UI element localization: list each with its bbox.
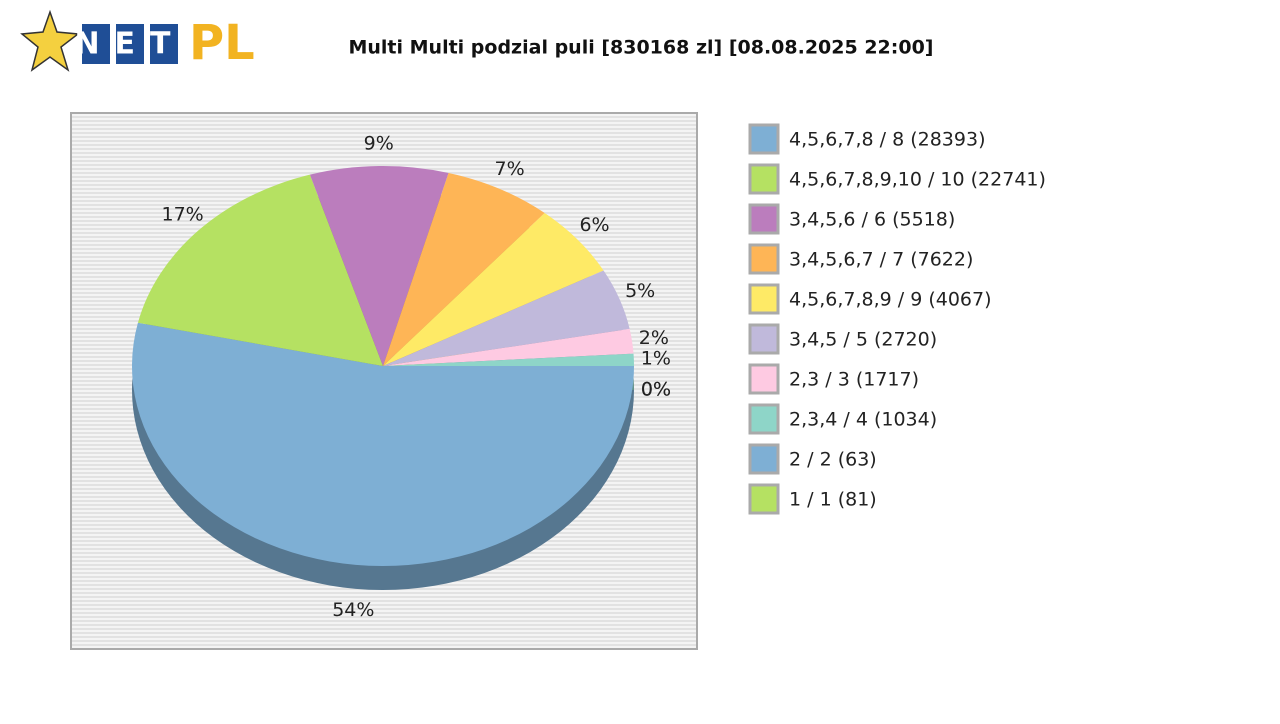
pie: 54%17%9%7%6%5%2%1%0%0%	[132, 133, 671, 621]
legend-label: 1 / 1 (81)	[789, 489, 877, 511]
slice-label: 7%	[495, 158, 525, 180]
slice	[132, 322, 634, 566]
legend-label: 4,5,6,7,8 / 8 (28393)	[789, 129, 985, 151]
logo-net: NET	[74, 27, 185, 62]
slice-label: 6%	[579, 214, 609, 236]
legend-label: 3,4,5 / 5 (2720)	[789, 329, 937, 351]
slice-label: 5%	[625, 280, 655, 302]
legend-swatch	[748, 243, 780, 275]
slice-label: 0%	[641, 379, 671, 401]
slice	[383, 328, 634, 366]
slice-label: 17%	[161, 204, 203, 226]
legend-swatch	[748, 163, 780, 195]
slice	[383, 270, 630, 366]
legend-swatch	[748, 483, 780, 515]
legend-swatch	[748, 323, 780, 355]
slice-label: 0%	[641, 379, 671, 401]
logo-pl: PL	[189, 15, 255, 71]
legend-swatch	[748, 443, 780, 475]
legend-swatch	[748, 283, 780, 315]
slice	[383, 172, 545, 366]
slice-label: 2%	[639, 327, 669, 349]
legend-label: 2 / 2 (63)	[789, 449, 877, 471]
logo: NET PL	[20, 9, 255, 72]
slice-label: 1%	[641, 348, 671, 370]
legend-label: 2,3,4 / 4 (1034)	[789, 409, 937, 431]
legend-swatch	[748, 203, 780, 235]
slice-label: 54%	[332, 599, 374, 621]
legend-label: 3,4,5,6,7 / 7 (7622)	[789, 249, 973, 271]
legend-label: 2,3 / 3 (1717)	[789, 369, 919, 391]
slice	[383, 353, 634, 366]
chart-title: Multi Multi podzial puli [830168 zl] [08…	[348, 37, 933, 59]
legend-swatch	[748, 123, 780, 155]
slice	[137, 174, 383, 366]
legend-swatch	[748, 403, 780, 435]
legend-label: 3,4,5,6 / 6 (5518)	[789, 209, 955, 231]
legend: 4,5,6,7,8 / 8 (28393) 4,5,6,7,8,9,10 / 10…	[748, 123, 1046, 515]
slice-label: 9%	[364, 133, 394, 155]
legend-swatch	[748, 363, 780, 395]
legend-label: 4,5,6,7,8,9 / 9 (4067)	[789, 289, 992, 311]
legend-label: 4,5,6,7,8,9,10 / 10 (22741)	[789, 169, 1046, 191]
slice	[309, 166, 449, 366]
slice	[383, 213, 604, 366]
